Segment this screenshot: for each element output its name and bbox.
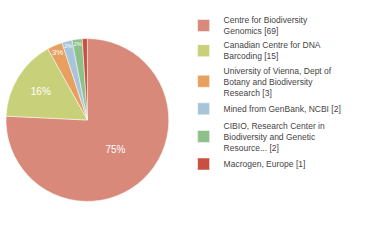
svg-text:3%: 3% (52, 48, 63, 57)
svg-text:Mined from GenBank, NCBI [2]: Mined from GenBank, NCBI [2] (224, 104, 341, 114)
svg-text:16%: 16% (31, 86, 51, 97)
svg-text:75%: 75% (105, 144, 125, 155)
svg-text:University of Vienna, Dept ofB: University of Vienna, Dept ofBotany and … (224, 66, 332, 98)
svg-text:Canadian Centre for DNABarcodi: Canadian Centre for DNABarcoding [15] (224, 40, 321, 61)
svg-text:2%: 2% (74, 41, 82, 47)
svg-text:Macrogen, Europe [1]: Macrogen, Europe [1] (224, 159, 306, 169)
svg-text:CIBIO, Research Center inBiodi: CIBIO, Research Center inBiodiversity an… (224, 121, 325, 153)
svg-text:Centre for BiodiversityGenomic: Centre for BiodiversityGenomics [69] (224, 15, 308, 36)
svg-text:2%: 2% (64, 43, 72, 49)
